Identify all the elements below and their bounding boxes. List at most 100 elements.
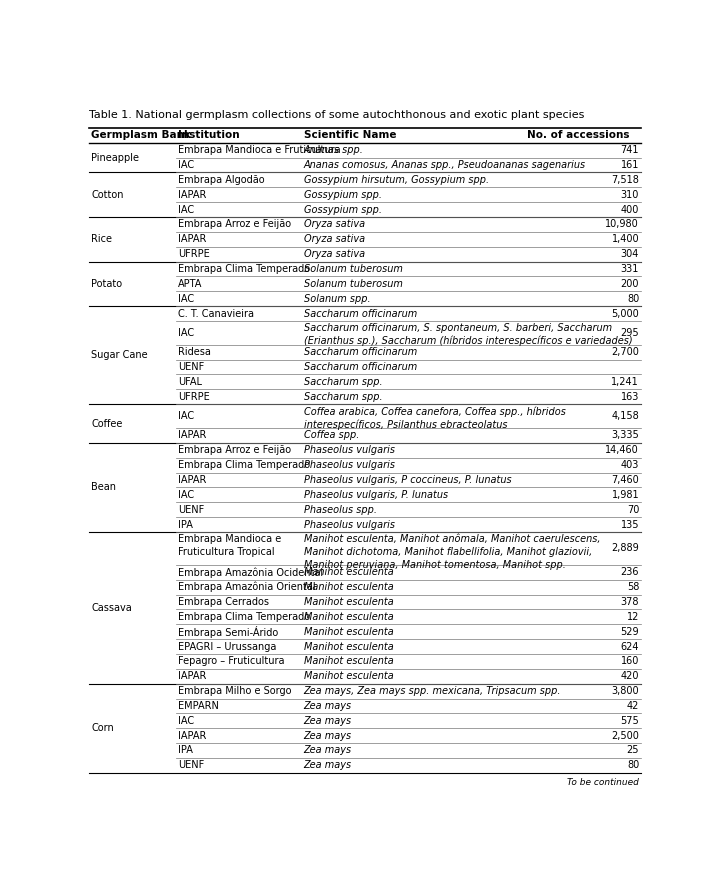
Text: Embrapa Amazônia Ocidental: Embrapa Amazônia Ocidental	[179, 567, 323, 578]
Text: 236: 236	[621, 567, 639, 578]
Text: 575: 575	[620, 716, 639, 725]
Text: 80: 80	[627, 294, 639, 303]
Text: Manihot esculenta: Manihot esculenta	[303, 642, 394, 651]
Text: 529: 529	[621, 627, 639, 636]
Text: 403: 403	[621, 460, 639, 470]
Text: UFRPE: UFRPE	[179, 249, 210, 259]
Text: Zea mays: Zea mays	[303, 701, 352, 711]
Text: No. of accessions: No. of accessions	[527, 130, 629, 140]
Text: Manihot esculenta: Manihot esculenta	[303, 567, 394, 578]
Text: 14,460: 14,460	[605, 445, 639, 456]
Text: Fepagro – Fruticultura: Fepagro – Fruticultura	[179, 656, 285, 667]
Text: Zea mays: Zea mays	[303, 716, 352, 725]
Text: UENF: UENF	[179, 760, 204, 771]
Text: 400: 400	[621, 205, 639, 214]
Text: Embrapa Arroz e Feijão: Embrapa Arroz e Feijão	[179, 445, 291, 456]
Text: 135: 135	[621, 520, 639, 530]
Text: 160: 160	[621, 656, 639, 667]
Text: Embrapa Mandioca e Fruticultura: Embrapa Mandioca e Fruticultura	[179, 145, 341, 155]
Text: Phaseolus vulgaris: Phaseolus vulgaris	[303, 445, 394, 456]
Text: Manihot esculenta: Manihot esculenta	[303, 656, 394, 667]
Text: UENF: UENF	[179, 362, 204, 372]
Text: Phaseolus vulgaris, P coccineus, P. lunatus: Phaseolus vulgaris, P coccineus, P. luna…	[303, 475, 511, 485]
Text: 80: 80	[627, 760, 639, 771]
Text: IAC: IAC	[179, 328, 194, 338]
Text: Embrapa Clima Temperado: Embrapa Clima Temperado	[179, 264, 310, 274]
Text: Gossypium hirsutum, Gossypium spp.: Gossypium hirsutum, Gossypium spp.	[303, 174, 488, 185]
Text: IAC: IAC	[179, 205, 194, 214]
Text: To be continued: To be continued	[567, 778, 639, 788]
Text: 624: 624	[621, 642, 639, 651]
Text: 25: 25	[627, 746, 639, 756]
Text: Embrapa Cerrados: Embrapa Cerrados	[179, 597, 269, 607]
Text: Corn: Corn	[91, 724, 114, 733]
Text: Manihot esculenta: Manihot esculenta	[303, 671, 394, 681]
Text: Table 1. National germplasm collections of some autochthonous and exotic plant s: Table 1. National germplasm collections …	[89, 109, 585, 119]
Text: Sugar Cane: Sugar Cane	[91, 350, 148, 360]
Text: 1,241: 1,241	[612, 377, 639, 387]
Text: IAPAR: IAPAR	[179, 190, 206, 199]
Text: IPA: IPA	[179, 520, 193, 530]
Text: Oryza sativa: Oryza sativa	[303, 249, 365, 259]
Text: 3,800: 3,800	[612, 686, 639, 696]
Text: Cassava: Cassava	[91, 603, 132, 613]
Text: Phaseolus vulgaris: Phaseolus vulgaris	[303, 520, 394, 530]
Text: 2,889: 2,889	[612, 544, 639, 554]
Text: IAPAR: IAPAR	[179, 431, 206, 441]
Text: Institution: Institution	[179, 130, 240, 140]
Text: Cotton: Cotton	[91, 190, 124, 199]
Text: C. T. Canavieira: C. T. Canavieira	[179, 309, 254, 319]
Text: IAPAR: IAPAR	[179, 671, 206, 681]
Text: Phaseolus vulgaris: Phaseolus vulgaris	[303, 460, 394, 470]
Text: Manihot esculenta: Manihot esculenta	[303, 627, 394, 636]
Text: 4,158: 4,158	[612, 411, 639, 421]
Text: Zea mays: Zea mays	[303, 760, 352, 771]
Text: Coffee: Coffee	[91, 418, 122, 429]
Text: Coffea arabica, Coffea canefora, Coffea spp., híbridos
interespecíficos, Psilant: Coffea arabica, Coffea canefora, Coffea …	[303, 406, 565, 430]
Text: Solanum tuberosum: Solanum tuberosum	[303, 279, 402, 289]
Text: 7,460: 7,460	[612, 475, 639, 485]
Text: IAPAR: IAPAR	[179, 475, 206, 485]
Text: Ananas comosus, Ananas spp., Pseudoananas sagenarius: Ananas comosus, Ananas spp., Pseudoanana…	[303, 160, 586, 170]
Text: Phaseolus vulgaris, P. lunatus: Phaseolus vulgaris, P. lunatus	[303, 490, 448, 500]
Text: Saccharum spp.: Saccharum spp.	[303, 377, 382, 387]
Text: Embrapa Semi-Árido: Embrapa Semi-Árido	[179, 626, 278, 637]
Text: 163: 163	[621, 392, 639, 401]
Text: Phaseolus spp.: Phaseolus spp.	[303, 505, 377, 514]
Text: Bean: Bean	[91, 482, 116, 492]
Text: UFRPE: UFRPE	[179, 392, 210, 401]
Text: Saccharum officinarum: Saccharum officinarum	[303, 309, 417, 319]
Text: Germplasm Bank: Germplasm Bank	[91, 130, 192, 140]
Text: IAPAR: IAPAR	[179, 731, 206, 740]
Text: Solanum spp.: Solanum spp.	[303, 294, 370, 303]
Text: Zea mays, Zea mays spp. mexicana, Tripsacum spp.: Zea mays, Zea mays spp. mexicana, Tripsa…	[303, 686, 561, 696]
Text: IAC: IAC	[179, 160, 194, 170]
Text: EMPARN: EMPARN	[179, 701, 219, 711]
Text: Embrapa Algodão: Embrapa Algodão	[179, 174, 265, 185]
Text: Embrapa Arroz e Feijão: Embrapa Arroz e Feijão	[179, 220, 291, 230]
Text: Gossypium spp.: Gossypium spp.	[303, 205, 382, 214]
Text: IPA: IPA	[179, 746, 193, 756]
Text: Saccharum officinarum, S. spontaneum, S. barberi, Saccharum
(Erianthus sp.), Sac: Saccharum officinarum, S. spontaneum, S.…	[303, 323, 632, 346]
Text: Scientific Name: Scientific Name	[303, 130, 396, 140]
Text: Zea mays: Zea mays	[303, 746, 352, 756]
Text: Embrapa Clima Temperado: Embrapa Clima Temperado	[179, 611, 310, 622]
Text: 161: 161	[621, 160, 639, 170]
Text: Manihot esculenta, Manihot anômala, Manihot caerulescens,
Manihot dichotoma, Man: Manihot esculenta, Manihot anômala, Mani…	[303, 534, 600, 570]
Text: Saccharum officinarum: Saccharum officinarum	[303, 362, 417, 372]
Text: Manihot esculenta: Manihot esculenta	[303, 611, 394, 622]
Text: EPAGRI – Urussanga: EPAGRI – Urussanga	[179, 642, 277, 651]
Text: 310: 310	[621, 190, 639, 199]
Text: 10,980: 10,980	[605, 220, 639, 230]
Text: Ridesa: Ridesa	[179, 347, 211, 357]
Text: Ananas spp.: Ananas spp.	[303, 145, 364, 155]
Text: 1,400: 1,400	[612, 234, 639, 244]
Text: 741: 741	[621, 145, 639, 155]
Text: 7,518: 7,518	[612, 174, 639, 185]
Text: Embrapa Mandioca e
Fruticultura Tropical: Embrapa Mandioca e Fruticultura Tropical	[179, 534, 282, 557]
Text: Embrapa Milho e Sorgo: Embrapa Milho e Sorgo	[179, 686, 292, 696]
Text: 200: 200	[621, 279, 639, 289]
Text: 378: 378	[621, 597, 639, 607]
Text: Embrapa Amazônia Oriental: Embrapa Amazônia Oriental	[179, 582, 316, 593]
Text: Zea mays: Zea mays	[303, 731, 352, 740]
